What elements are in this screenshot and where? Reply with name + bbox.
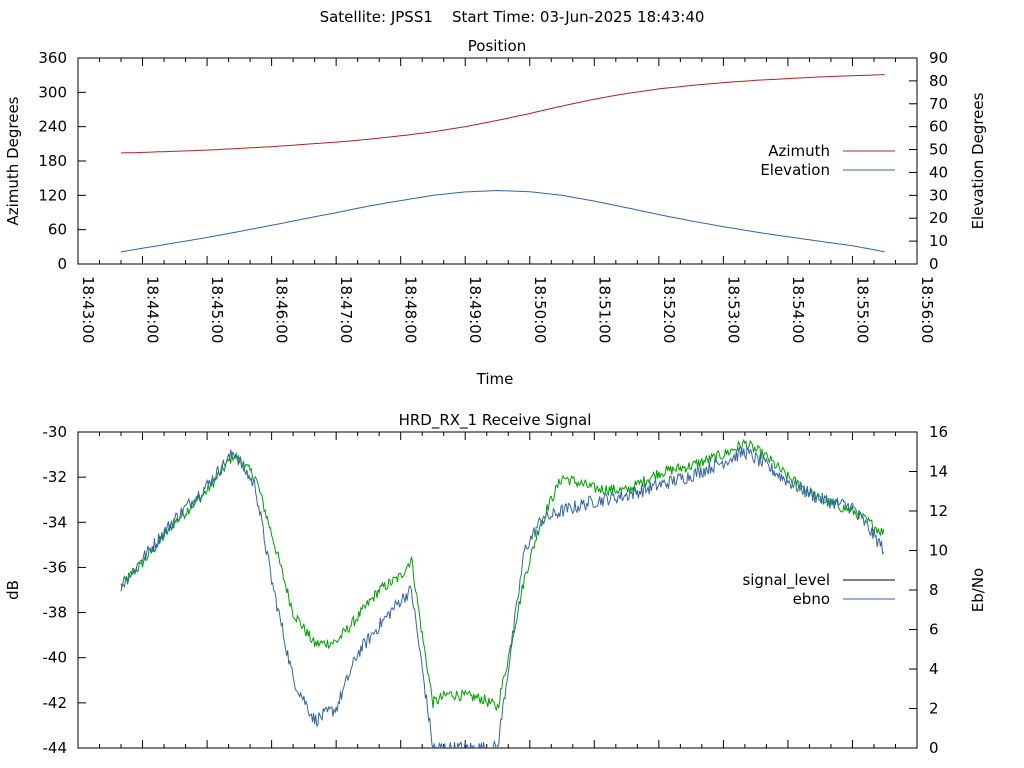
- position-x-tick-label: 18:47:00: [337, 276, 355, 343]
- signal-right-y-tick-label: 14: [929, 463, 948, 481]
- position-legend-label: Elevation: [760, 161, 830, 179]
- position-right-y-tick-label: 60: [929, 118, 948, 136]
- signal-right-y-tick-label: 2: [929, 700, 939, 718]
- position-right-y-tick-label: 50: [929, 141, 948, 159]
- signal-left-y-tick-label: -38: [43, 604, 68, 622]
- position-plot: 18:43:00 18:44:00 18:45:00 18:46:00 18:47:00…: [38, 49, 948, 343]
- position-right-y-tick-label: 90: [929, 49, 948, 67]
- position-left-y-tick-label: 120: [38, 186, 67, 204]
- position-x-tick-label: 18:52:00: [660, 276, 678, 343]
- signal-series-line-signal-level: [120, 438, 885, 712]
- signal-legend-label: signal_level: [742, 571, 830, 590]
- page-title: Satellite: JPSS1 Start Time: 03-Jun-2025…: [320, 8, 705, 26]
- signal-right-y-tick-label: 12: [929, 502, 948, 520]
- position-x-tick-label: 18:55:00: [853, 276, 871, 343]
- signal-left-y-tick-label: -34: [43, 513, 68, 531]
- position-series-line-azimuth: [120, 74, 885, 154]
- position-left-y-tick-label: 180: [38, 152, 67, 170]
- signal-chart-title: HRD_RX_1 Receive Signal: [399, 411, 592, 430]
- position-x-tick-label: 18:50:00: [531, 276, 549, 343]
- position-right-y-tick-label: 10: [929, 232, 948, 250]
- signal-legend-label: ebno: [793, 590, 830, 608]
- signal-left-y-tick-label: -36: [43, 558, 68, 576]
- signal-right-y-tick-label: 0: [929, 739, 939, 757]
- signal-right-y-tick-label: 10: [929, 542, 948, 560]
- position-x-tick-label: 18:54:00: [789, 276, 807, 343]
- signal-right-y-tick-label: 16: [929, 423, 948, 441]
- position-right-y-tick-label: 70: [929, 95, 948, 113]
- position-left-y-tick-label: 300: [38, 83, 67, 101]
- position-right-axis-label: Elevation Degrees: [969, 92, 987, 229]
- position-right-y-tick-label: 80: [929, 72, 948, 90]
- signal-plot: -30 -32 -34 -36 -38 -40 -42 -44 0 2 4 6 8 10 12 14 16 sig…: [43, 423, 949, 757]
- signal-left-y-tick-label: -44: [43, 739, 68, 757]
- position-chart-title: Position: [468, 37, 526, 55]
- position-x-tick-label: 18:46:00: [273, 276, 291, 343]
- position-series-line-elevation: [120, 189, 885, 253]
- signal-left-y-tick-label: -40: [43, 649, 68, 667]
- position-left-y-tick-label: 240: [38, 118, 67, 136]
- position-left-y-tick-label: 360: [38, 49, 67, 67]
- position-x-tick-label: 18:48:00: [402, 276, 420, 343]
- position-x-tick-label: 18:45:00: [208, 276, 226, 343]
- position-right-y-tick-label: 40: [929, 163, 948, 181]
- signal-right-axis-label: Eb/No: [969, 568, 987, 612]
- position-x-axis-label: Time: [476, 370, 514, 388]
- signal-right-y-tick-label: 4: [929, 660, 939, 678]
- position-x-tick-label: 18:56:00: [918, 276, 936, 343]
- position-right-y-tick-label: 0: [929, 255, 939, 273]
- position-left-y-tick-label: 0: [57, 255, 67, 273]
- signal-series-line-ebno: [120, 445, 885, 748]
- position-legend-label: Azimuth: [768, 142, 830, 160]
- position-x-tick-label: 18:53:00: [724, 276, 742, 343]
- position-left-axis-label: Azimuth Degrees: [4, 96, 22, 225]
- position-x-tick-label: 18:51:00: [595, 276, 613, 343]
- signal-left-y-tick-label: -32: [43, 468, 68, 486]
- signal-right-y-tick-label: 6: [929, 621, 939, 639]
- signal-left-axis-label: dB: [4, 580, 22, 600]
- signal-right-y-tick-label: 8: [929, 581, 939, 599]
- signal-left-y-tick-label: -30: [43, 423, 68, 441]
- position-left-y-tick-label: 60: [48, 221, 67, 239]
- position-x-tick-label: 18:44:00: [144, 276, 162, 343]
- position-right-y-tick-label: 30: [929, 186, 948, 204]
- position-right-y-tick-label: 20: [929, 209, 948, 227]
- position-x-tick-label: 18:43:00: [79, 276, 97, 343]
- signal-left-y-tick-label: -42: [43, 694, 68, 712]
- position-x-tick-label: 18:49:00: [466, 276, 484, 343]
